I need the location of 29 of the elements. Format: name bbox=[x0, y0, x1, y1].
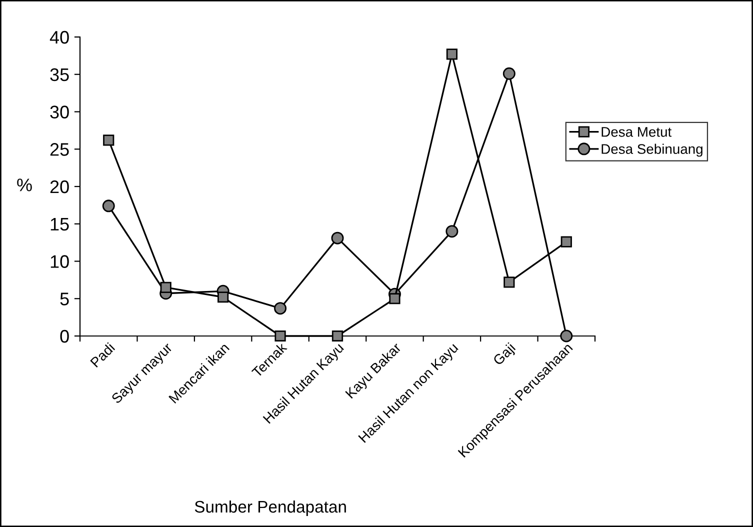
point bbox=[103, 134, 114, 146]
point bbox=[218, 292, 229, 303]
point bbox=[102, 200, 115, 212]
y-tick-label: 25 bbox=[50, 143, 69, 156]
point bbox=[560, 330, 573, 342]
x-tick-label: Gaji bbox=[492, 342, 518, 368]
y-tick-label: 35 bbox=[50, 68, 69, 82]
y-tick-label: 20 bbox=[50, 180, 69, 194]
x-axis-title: Sumber Pendapatan bbox=[194, 500, 346, 516]
point bbox=[446, 48, 458, 60]
y-axis-title: % bbox=[17, 178, 32, 192]
point bbox=[274, 302, 287, 315]
y-tick-label: 0 bbox=[60, 330, 69, 343]
point bbox=[274, 330, 286, 342]
point bbox=[502, 67, 516, 80]
point bbox=[560, 236, 572, 248]
point bbox=[332, 330, 344, 342]
legend-label: Desa Metut bbox=[602, 127, 672, 137]
y-tick-label: 15 bbox=[50, 218, 69, 231]
y-tick-label: 40 bbox=[50, 30, 69, 44]
point bbox=[331, 232, 344, 244]
y-tick-label: 30 bbox=[50, 106, 69, 118]
point bbox=[160, 282, 172, 293]
point bbox=[389, 293, 400, 304]
y-tick-label: 10 bbox=[50, 255, 69, 268]
point bbox=[446, 225, 458, 238]
legend-label: Desa Sebinuang bbox=[602, 144, 702, 157]
y-tick-label: 5 bbox=[60, 292, 69, 306]
point bbox=[504, 276, 515, 288]
